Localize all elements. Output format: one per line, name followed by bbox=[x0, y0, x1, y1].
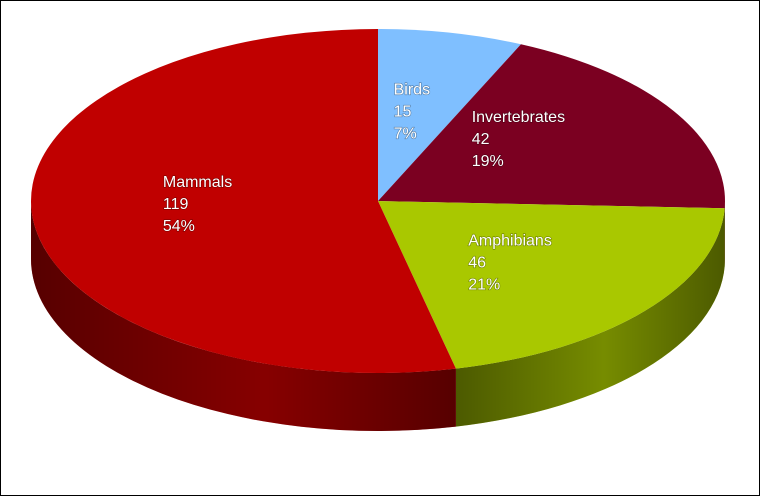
pie-slice-amphibians bbox=[378, 201, 725, 369]
pie-side-shade-mammals bbox=[31, 201, 456, 432]
slice-label-value-amphibians: 46 bbox=[468, 255, 486, 272]
pie-labels: Birds 15 7% Invertebrates 42 19% Amphibians 46 2… bbox=[162, 81, 565, 295]
slice-label-name-invertebrates: Invertebrates bbox=[472, 109, 565, 126]
slice-label-percent-mammals: 54% bbox=[163, 218, 195, 235]
pie-slice-mammals bbox=[31, 29, 456, 373]
slice-label-value-mammals: 119 bbox=[163, 196, 189, 213]
slice-label-name-mammals: Mammals bbox=[163, 174, 232, 191]
slice-label-percent-amphibians: 21% bbox=[468, 277, 500, 294]
slice-label-name-birds: Birds bbox=[394, 81, 430, 98]
slice-label-percent-birds: 7% bbox=[394, 125, 417, 142]
slice-label-value-birds: 15 bbox=[394, 103, 412, 120]
slice-label-value-invertebrates: 42 bbox=[472, 131, 490, 148]
pie-side-shade-amphibians bbox=[455, 208, 725, 427]
slice-label-name-amphibians: Amphibians bbox=[468, 233, 552, 250]
pie-tops bbox=[31, 29, 725, 373]
pie-sides bbox=[31, 201, 725, 432]
slice-label-percent-invertebrates: 19% bbox=[472, 153, 504, 170]
pie-slice-invertebrates bbox=[378, 44, 725, 209]
pie-slice-birds bbox=[378, 29, 521, 201]
